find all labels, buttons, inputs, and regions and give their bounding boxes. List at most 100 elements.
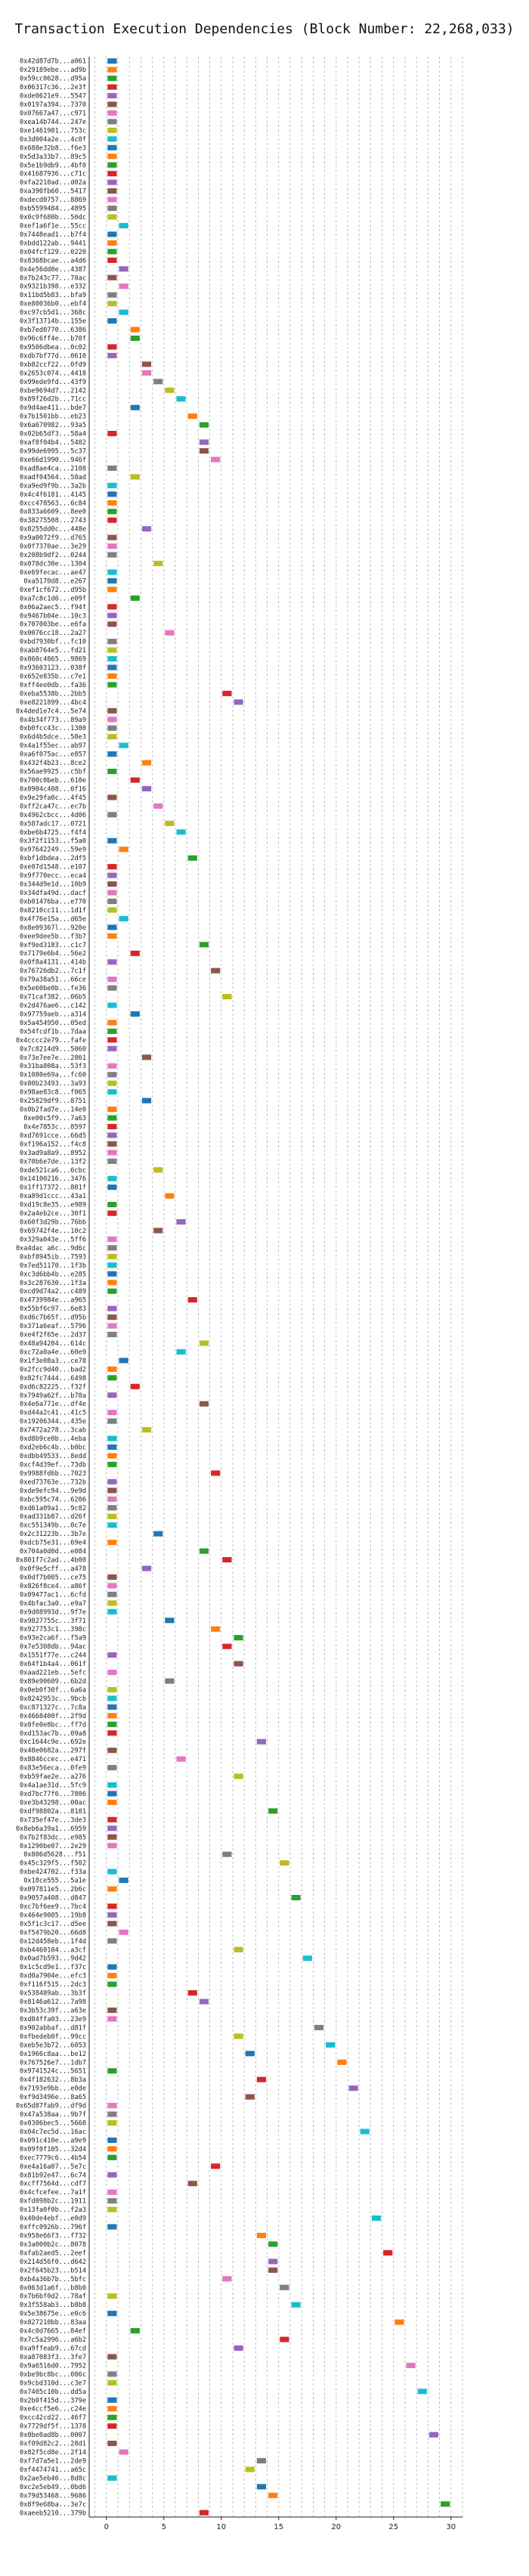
transaction-label: 0xb4460104...a3cf [20,1946,86,1954]
transaction-label: 0x7179e6b4...56e2 [20,950,86,958]
transaction-bar [348,2085,358,2091]
transaction-bar [107,1973,117,1979]
transaction-bar [141,1054,152,1060]
transaction-label: 0x45c329f5...f502 [20,1860,86,1868]
transaction-bar [234,2345,243,2352]
transaction-bar [107,1089,117,1095]
transaction-bar [130,474,140,480]
transaction-label: 0x826f8ce4...a86f [20,1583,86,1590]
transaction-bar [141,785,152,792]
transaction-bar [199,1999,209,2005]
transaction-bar [176,829,186,835]
transaction-bar [107,2406,117,2412]
transaction-label: 0x700c0beb...610e [20,777,86,785]
transaction-bar [107,1981,117,1987]
transaction-label: 0xf5479b20...66d8 [20,1929,86,1937]
transaction-bar [245,2466,255,2472]
transaction-label: 0x2c31223b...3b7e [20,1531,86,1538]
transaction-label: 0xbf8945ib...7593 [20,1253,86,1261]
transaction-bar [280,1860,289,1866]
x-tick-labels: 0 5 10 15 20 25 30 [104,2523,456,2531]
transaction-bar [107,569,117,575]
transaction-label: 0xd6c82225...f32f [20,1383,86,1391]
transaction-label: 0x0904c408...0f16 [20,785,86,793]
transaction-label: 0x8146a612...7a98 [20,1999,86,2006]
transaction-label: 0xf9d3496e...8a65 [20,2094,86,2101]
transaction-bar [119,283,128,289]
transaction-bar [107,898,117,905]
transaction-label: 0x4e56dd0e...4387 [20,266,86,274]
transaction-bar [107,1704,117,1710]
transaction-bar [107,1045,117,1051]
transaction-bar [107,707,117,714]
transaction-bar [107,656,117,662]
transaction-label: 0xe4ccf5e6...c24e [20,2406,86,2413]
transaction-bar [222,1643,232,1649]
transaction-label: 0xe80036b0...ebf4 [20,301,86,308]
transaction-label: 0x6d4b5dce...58e3 [20,734,86,742]
transaction-bar [141,1427,152,1433]
transaction-bar [107,977,117,983]
transaction-label: 0x4739984e...a965 [20,1297,86,1305]
transaction-label: 0xff2ca47c...ec7b [20,803,86,810]
x-tick-label: 20 [331,2523,341,2531]
transaction-bar [107,1834,117,1840]
transaction-bar [107,1063,117,1069]
transaction-label: 0x0f9e5cff...a478 [20,1565,86,1573]
transaction-bar [280,2284,289,2290]
transaction-label: 0xe1461901...753c [20,127,86,135]
transaction-label: 0x2fcc9d40...bad2 [20,1366,86,1373]
transaction-label: 0xd153ac7b...09a8 [20,1730,86,1738]
transaction-bar [107,1886,117,1892]
transaction-label: 0x0197a394...7370 [20,101,86,109]
transaction-bar [165,820,175,826]
x-tick-label: 25 [388,2523,398,2531]
transaction-label: 0x0076cc18...2a27 [20,630,86,637]
transaction-bar [107,1184,117,1190]
transaction-bar [107,1305,117,1311]
transaction-bar [107,2103,117,2109]
transaction-label: 0x9f770ecc...eca4 [20,872,86,880]
transaction-bar [107,907,117,913]
transaction-bar [107,1799,117,1805]
transaction-bar [107,543,117,550]
transaction-label: 0x8368bcae...a4d6 [20,257,86,265]
transaction-bar [107,1175,117,1181]
transaction-label: 0x7472a278...3cab [20,1427,86,1435]
transaction-label: 0x688e32b8...f6e3 [20,144,86,152]
transaction-bar [176,396,186,402]
transaction-label: 0x7405c10b...dd5a [20,2389,86,2396]
transaction-label: 0xe8221899...4bc4 [20,699,86,707]
transaction-label: 0x48e0682a...297f [20,1748,86,1755]
transaction-label: 0xdf98802a...8181 [20,1808,86,1816]
transaction-label: 0x806d5628...f51 [23,1851,86,1859]
transaction-bar [107,881,117,887]
transaction-bar [107,1903,117,1909]
transaction-bar [107,725,117,731]
transaction-label: 0x0be0ad8b...0007 [20,2432,86,2439]
transaction-label: 0x0eb0f30f...6a6a [20,1686,86,1694]
transaction-label: 0x8242953c...9bcb [20,1695,86,1703]
transaction-label: 0xec7779c6...4b54 [20,2154,86,2162]
transaction-bar [107,1020,117,1026]
transaction-label: 0xfa2210ad...d02a [20,179,86,187]
transaction-label: 0x735ef47e...3de3 [20,1816,86,1824]
transaction-bar [141,370,152,376]
transaction-label: 0x42d87d7b...a061 [20,58,86,66]
transaction-bar [107,587,117,593]
transaction-bar [222,2276,232,2282]
transaction-bar [107,1816,117,1822]
transaction-bar [211,1626,221,1632]
transaction-bar [107,67,117,73]
transaction-label: 0xa89d1ccc...43a1 [20,1193,86,1200]
transaction-bar [326,2042,336,2048]
transaction-label: 0xf4474741...a65c [20,2466,86,2474]
transaction-bar [107,621,117,627]
transaction-bar [107,552,117,558]
transaction-bar [141,526,152,532]
transaction-bar [268,2259,278,2265]
transaction-label: 0x4b34f773...89a9 [20,717,86,724]
transaction-label: 0x9a6516d0...7952 [20,2362,86,2370]
transaction-label: 0x1f3e08a3...ce78 [20,1358,86,1365]
transaction-bar [211,2163,221,2169]
